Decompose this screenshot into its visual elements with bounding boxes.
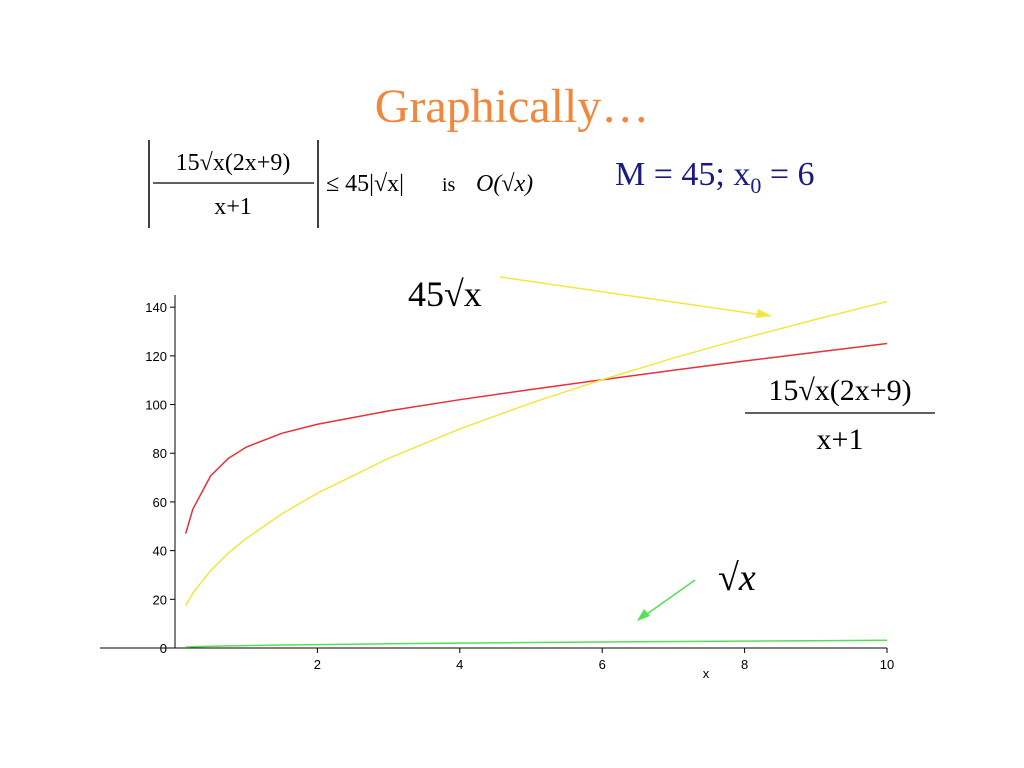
formula-bound: ≤ 45|√x| [326, 171, 404, 197]
constants-rest: = 6 [761, 156, 814, 193]
y-tick-label: 140 [145, 300, 167, 315]
y-tick-label: 40 [153, 544, 167, 559]
x-tick-label: 10 [880, 657, 894, 672]
arrow [639, 579, 696, 620]
formula-order: O(√x) [476, 171, 533, 197]
formula-is: is [442, 174, 456, 196]
series-line [185, 300, 888, 607]
formula-numerator: 15√x(2x+9) [176, 150, 291, 176]
plot: 0 20 40 60 80 100 120 140 2 4 6 8 10 x [100, 295, 894, 681]
y-tick-label: 120 [145, 349, 167, 364]
constants-main: M = 45; x [615, 156, 750, 193]
x-tick-label: 4 [456, 657, 463, 672]
annotation: x+1 [817, 423, 864, 456]
arrow [499, 276, 771, 317]
annotation: 15√x(2x+9) [768, 374, 911, 407]
y-tick-label: 60 [153, 495, 167, 510]
arrow-head [637, 609, 650, 621]
annotation: 45√x [408, 274, 482, 314]
y-tick-label: 100 [145, 398, 167, 413]
formula: 15√x(2x+9) x+1 ≤ 45|√x| is O(√x) [148, 140, 533, 228]
formula-denominator: x+1 [214, 194, 252, 220]
y-tick-label: 80 [153, 446, 167, 461]
y-tick-label: 0 [160, 641, 167, 656]
annotation: √x [718, 557, 756, 599]
constants-sub: 0 [750, 173, 761, 198]
x-tick-label: 6 [599, 657, 606, 672]
slide-title: Graphically… [375, 80, 650, 133]
x-tick-label: 8 [741, 657, 748, 672]
x-tick-label: 2 [314, 657, 321, 672]
series-line [184, 342, 888, 534]
series-line [185, 639, 888, 648]
x-axis-label: x [703, 666, 710, 681]
arrow-head [756, 309, 772, 318]
y-tick-label: 20 [153, 592, 167, 607]
constants: M = 45; x0 = 6 [615, 156, 815, 198]
